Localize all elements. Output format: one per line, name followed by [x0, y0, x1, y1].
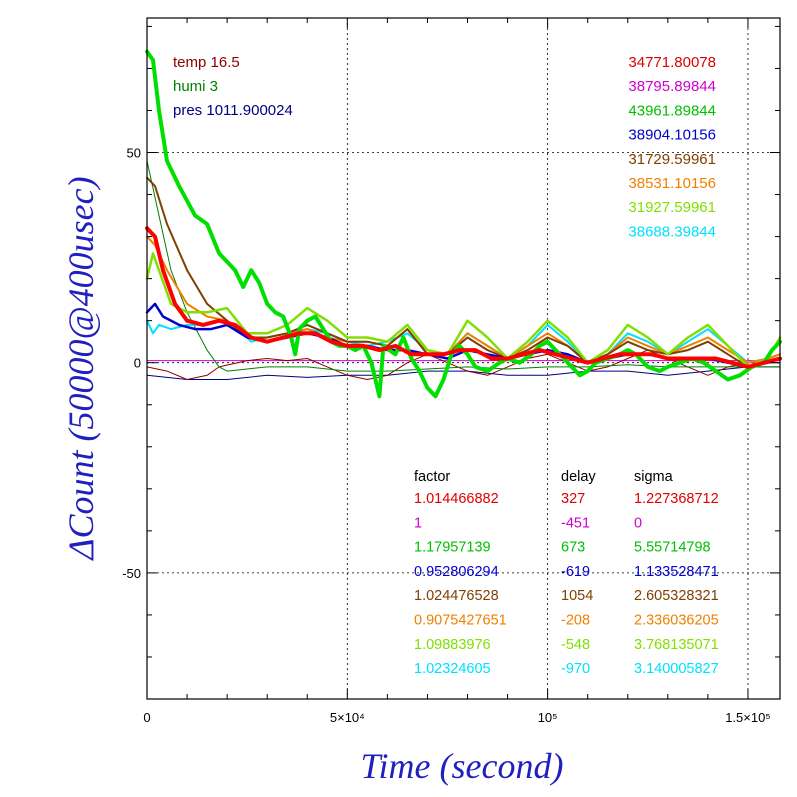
table-cell-sigma: 1.227368712 [634, 491, 719, 507]
table-cell-factor: 1.17957139 [414, 540, 491, 556]
table-cell-sigma: 0 [634, 515, 642, 531]
y-tick-label: 0 [134, 356, 141, 371]
grid-lines [147, 18, 780, 699]
y-axis-title: ΔCount (50000@400usec) [61, 176, 101, 561]
axis-ticks [147, 18, 780, 700]
table-cell-factor: 0.9075427651 [414, 613, 507, 629]
table-cell-delay: -208 [561, 613, 590, 629]
reference-value: 31729.59961 [628, 151, 716, 168]
table-cell-sigma: 1.133528471 [634, 564, 719, 580]
reference-value: 38795.89844 [628, 78, 716, 95]
y-tick-label: -50 [122, 566, 141, 581]
table-cell-sigma: 3.768135071 [634, 637, 719, 653]
series-layer [145, 49, 782, 399]
series-line-9 [145, 49, 782, 399]
table-cell-delay: 1054 [561, 588, 593, 604]
table-header-delay: delay [561, 469, 596, 485]
table-header-sigma: sigma [634, 469, 674, 485]
x-axis-title: Time (second) [361, 746, 564, 786]
x-tick-label: 1.5×10⁵ [725, 710, 771, 725]
table-cell-sigma: 3.140005827 [634, 661, 719, 677]
table-cell-factor: 1 [414, 515, 422, 531]
tick-labels: 0 5×10⁴ 10⁵ 1.5×10⁵ 50 0 -50 [122, 146, 771, 725]
x-tick-label: 5×10⁴ [330, 710, 365, 725]
series-line-3 [146, 160, 781, 372]
fit-parameter-table: factor delay sigma 1.014466882 327 1.22736871… [414, 469, 719, 677]
table-cell-factor: 1.09883976 [414, 637, 491, 653]
environment-label: humi 3 [173, 78, 218, 95]
environment-readout: temp 16.5 humi 3 pres 1011.900024 [173, 54, 293, 119]
table-cell-delay: -451 [561, 515, 590, 531]
environment-label: pres 1011.900024 [173, 102, 293, 119]
table-cell-delay: 673 [561, 540, 585, 556]
table-cell-delay: -970 [561, 661, 590, 677]
plot-frame [146, 17, 781, 700]
reference-value: 38904.10156 [628, 127, 716, 144]
x-tick-label: 10⁵ [538, 710, 558, 725]
series-line-10 [145, 226, 782, 369]
table-cell-sigma: 2.336036205 [634, 613, 719, 629]
reference-value: 43961.89844 [628, 102, 716, 119]
reference-value: 34771.80078 [628, 54, 716, 71]
table-cell-factor: 1.02324605 [414, 661, 491, 677]
table-cell-factor: 1.014466882 [414, 491, 499, 507]
reference-value: 38531.10156 [628, 175, 716, 192]
reference-value: 31927.59961 [628, 199, 716, 216]
table-cell-delay: -548 [561, 637, 590, 653]
reference-value: 38688.39844 [628, 223, 716, 240]
environment-label: temp 16.5 [173, 54, 240, 71]
y-tick-label: 50 [127, 146, 141, 161]
table-cell-factor: 1.024476528 [414, 588, 499, 604]
table-cell-sigma: 5.55714798 [634, 540, 711, 556]
table-cell-delay: -619 [561, 564, 590, 580]
table-cell-sigma: 2.605328321 [634, 588, 719, 604]
table-cell-delay: 327 [561, 491, 585, 507]
series-line-2 [146, 349, 781, 380]
reference-values: 34771.80078 38795.89844 43961.89844 38904.1… [628, 54, 716, 240]
x-tick-label: 0 [143, 710, 150, 725]
table-header-factor: factor [414, 469, 450, 485]
table-cell-factor: 0.952806294 [414, 564, 499, 580]
series-line-1 [146, 366, 781, 380]
